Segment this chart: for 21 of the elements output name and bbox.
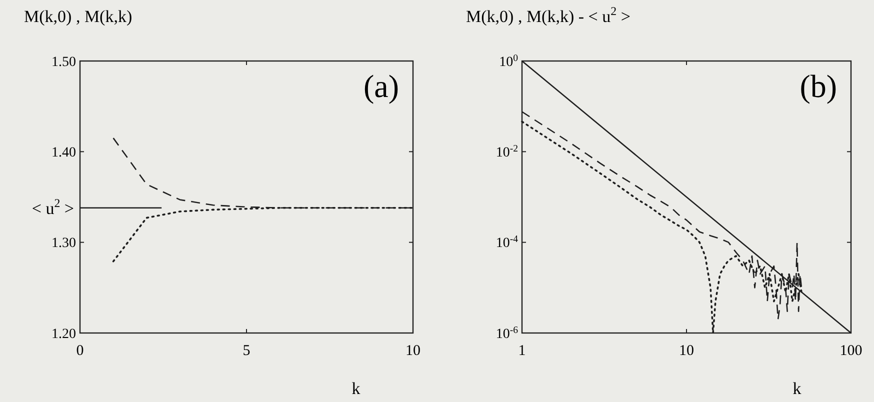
x-tick-label: 1: [518, 343, 526, 359]
y-tick-label: 1.20: [52, 326, 76, 342]
x-axis-title: k: [352, 379, 361, 398]
annotation: (b): [800, 68, 837, 104]
x-axis-title: k: [792, 379, 802, 398]
y-tick-label: 1.30: [52, 236, 76, 252]
series-label: < u$^{2}$ >: [32, 196, 74, 218]
y-tick-label: 10$^{-4}$: [496, 234, 518, 252]
y-axis-title: M(k,0) , M(k,k) - < u$^{2}$ >: [466, 4, 630, 26]
y-tick-label: 10$^{0}$: [499, 52, 518, 70]
x-tick-label: 5: [242, 343, 250, 359]
y-tick-label: 1.50: [52, 54, 76, 70]
y-tick-label: 10$^{-2}$: [496, 143, 518, 161]
x-tick-label: 0: [76, 343, 84, 359]
x-tick-label: 10: [406, 343, 420, 359]
y-tick-label: 1.40: [52, 146, 76, 161]
x-tick-label: 100: [840, 343, 862, 359]
y-tick-label: 10$^{-6}$: [496, 324, 518, 342]
x-tick-label: 10: [679, 343, 694, 359]
annotation: (a): [363, 68, 399, 104]
y-axis-title: M(k,0) , M(k,k): [24, 7, 132, 26]
